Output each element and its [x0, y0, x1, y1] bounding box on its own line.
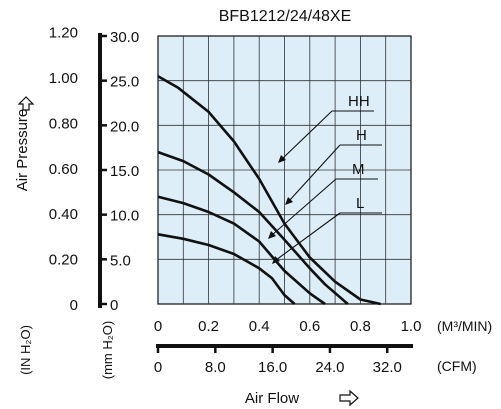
y-tick-label-in: 0.60 [49, 161, 78, 178]
arrowhead-hh [278, 155, 286, 163]
y-unit-mm: (mm H₂O) [100, 321, 115, 379]
x-tick-label-m3: 1.0 [401, 318, 422, 335]
x-tick-label-m3: 0.4 [249, 318, 270, 335]
y-axis-label: Air Pressure [14, 109, 31, 192]
y-tick-label-in: 0.20 [49, 252, 78, 269]
y-tick-label-in: 1.00 [49, 70, 78, 87]
x-axis-label: Air Flow [245, 390, 299, 407]
y-tick-label-mm: 15.0 [110, 163, 139, 180]
x-tick-label-cfm: 16.0 [258, 359, 287, 376]
arrowhead-m [268, 231, 276, 239]
x-tick-label-m3: 0.8 [350, 318, 371, 335]
curve-m [157, 195, 326, 306]
series-label-m: M [352, 161, 365, 178]
y-tick-label-mm: 0 [110, 297, 118, 314]
y-tick-label-in: 0 [70, 297, 78, 314]
x-tick-label-cfm: 0 [154, 359, 162, 376]
axes: 05.010.015.020.025.030.000.200.400.600.8… [49, 25, 422, 376]
y-tick-label-in: 0.80 [49, 115, 78, 132]
x-tick-label-m3: 0.6 [299, 318, 320, 335]
arrowhead-h [285, 197, 293, 205]
series-label-l: L [356, 195, 364, 212]
y-tick-label-in: 0.40 [49, 206, 78, 223]
chart-title: BFB1212/24/48XE [219, 8, 352, 25]
leader-hh [281, 110, 333, 160]
curve-l [157, 233, 296, 305]
x-tick-label-cfm: 24.0 [315, 359, 344, 376]
arrowhead-l [272, 256, 280, 264]
leader-h [288, 144, 341, 202]
curve-hh [157, 75, 381, 306]
leader-l [275, 212, 341, 261]
y-tick-label-mm: 10.0 [110, 208, 139, 225]
y-tick-label-mm: 25.0 [110, 74, 139, 91]
y-tick-label-in: 1.20 [49, 25, 78, 42]
y-unit-in: (IN H₂O) [18, 325, 33, 375]
x-tick-label-cfm: 32.0 [373, 359, 402, 376]
x-tick-label-m3: 0 [154, 318, 162, 335]
y-tick-label-mm: 5.0 [110, 252, 131, 269]
curve-h [157, 150, 349, 305]
series-label-h: H [356, 127, 367, 144]
leader-m [271, 178, 337, 236]
x-unit-cfm: (CFM) [437, 358, 477, 374]
up-arrow-icon [17, 96, 35, 111]
y-tick-label-mm: 30.0 [110, 29, 139, 46]
right-arrow-icon [339, 389, 359, 407]
y-tick-label-mm: 20.0 [110, 118, 139, 135]
x-tick-label-m3: 0.2 [198, 318, 219, 335]
series-label-hh: HH [348, 93, 370, 110]
x-unit-m3: (M³/MIN) [437, 318, 492, 334]
x-tick-label-cfm: 8.0 [205, 359, 226, 376]
